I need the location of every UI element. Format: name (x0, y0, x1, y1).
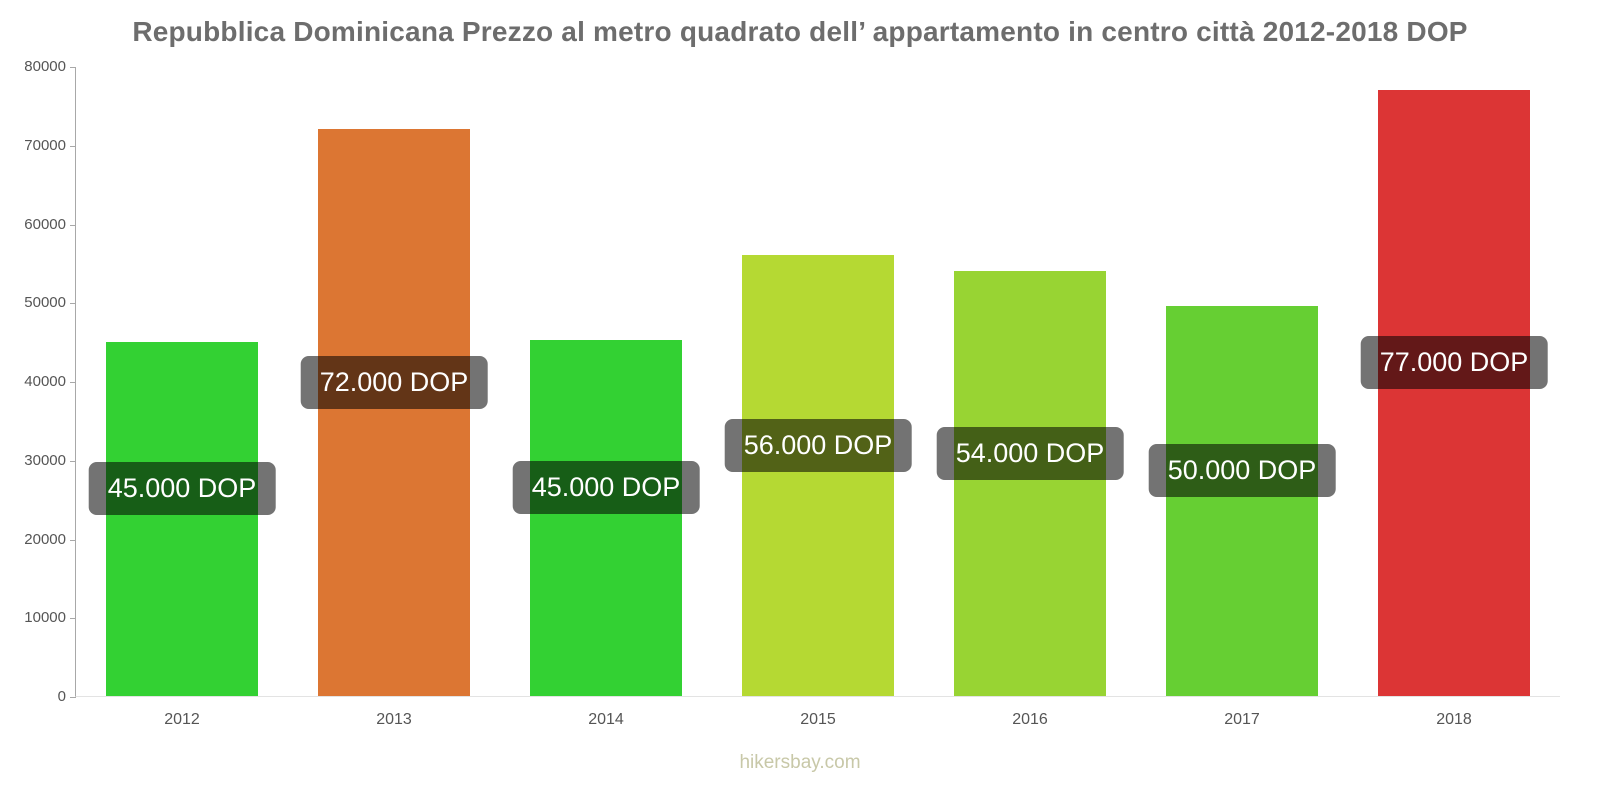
bar-2013: 72.000 DOP (300, 129, 488, 696)
bar-slot-2012: 45.000 DOP 2012 (76, 67, 288, 728)
y-tick-mark-80000 (70, 67, 76, 68)
bar-2012: 45.000 DOP (88, 342, 276, 696)
y-tick-mark-0 (70, 697, 76, 698)
x-axis-label-2017: 2017 (1224, 711, 1260, 728)
bar-value-label-2015: 56.000 DOP (724, 419, 912, 472)
bar-2016: 54.000 DOP (936, 271, 1124, 696)
y-tick-label-60000: 60000 (24, 216, 66, 233)
bar-2014: 45.000 DOP (512, 340, 700, 696)
y-tick-label-50000: 50000 (24, 294, 66, 311)
y-tick-mark-30000 (70, 461, 76, 462)
x-axis-label-2015: 2015 (800, 711, 836, 728)
y-tick-label-40000: 40000 (24, 373, 66, 390)
y-tick-label-0: 0 (57, 688, 66, 705)
bar-value-label-2016: 54.000 DOP (936, 427, 1124, 480)
x-axis-label-2013: 2013 (376, 711, 412, 728)
y-tick-mark-40000 (70, 382, 76, 383)
y-tick-mark-60000 (70, 225, 76, 226)
bar-slot-2018: 77.000 DOP 2018 (1348, 67, 1560, 728)
bar-slot-2017: 50.000 DOP 2017 (1136, 67, 1348, 728)
y-tick-mark-70000 (70, 146, 76, 147)
y-tick-label-80000: 80000 (24, 58, 66, 75)
bar-2015: 56.000 DOP (724, 255, 912, 696)
bar-value-label-2018: 77.000 DOP (1360, 336, 1548, 389)
bar-slot-2016: 54.000 DOP 2016 (924, 67, 1136, 728)
source-link[interactable]: hikersbay.com (739, 752, 861, 773)
x-axis-label-2016: 2016 (1012, 711, 1048, 728)
y-tick-mark-20000 (70, 540, 76, 541)
x-axis-label-2014: 2014 (588, 711, 624, 728)
bar-value-label-2017: 50.000 DOP (1148, 444, 1336, 497)
y-tick-label-20000: 20000 (24, 531, 66, 548)
chart-plot-area: 45.000 DOP 2012 72.000 DOP 2013 45.000 DOP 20… (76, 67, 1560, 728)
y-tick-label-30000: 30000 (24, 452, 66, 469)
bar-value-label-2013: 72.000 DOP (300, 356, 488, 409)
page-title: Repubblica Dominicana Prezzo al metro qu… (132, 16, 1468, 47)
bar-2018: 77.000 DOP (1360, 90, 1548, 696)
bar-slot-2014: 45.000 DOP 2014 (500, 67, 712, 728)
bar-2017: 50.000 DOP (1148, 306, 1336, 696)
bar-slot-2013: 72.000 DOP 2013 (288, 67, 500, 728)
x-axis-label-2018: 2018 (1436, 711, 1472, 728)
y-tick-mark-10000 (70, 618, 76, 619)
y-tick-label-10000: 10000 (24, 609, 66, 626)
y-tick-mark-50000 (70, 303, 76, 304)
x-axis-label-2012: 2012 (164, 711, 200, 728)
bar-slot-2015: 56.000 DOP 2015 (712, 67, 924, 728)
bar-value-label-2012: 45.000 DOP (88, 462, 276, 515)
bar-chart: 45.000 DOP 2012 72.000 DOP 2013 45.000 DOP 20… (24, 58, 1560, 728)
y-tick-label-70000: 70000 (24, 137, 66, 154)
bar-value-label-2014: 45.000 DOP (512, 461, 700, 514)
